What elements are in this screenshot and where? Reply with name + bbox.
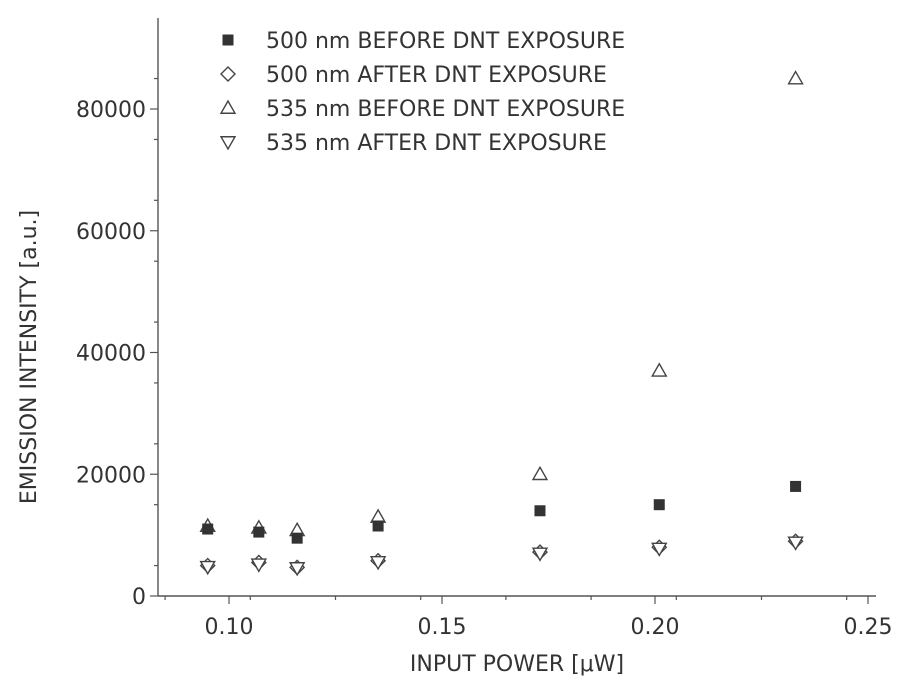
data-point [534,505,546,517]
legend-marker [222,34,234,46]
data-point [202,523,214,535]
data-point [531,465,549,481]
legend-label: 535 nm AFTER DNT EXPOSURE [266,131,607,156]
y-tick-label: 60000 [76,220,146,245]
data-point [369,555,387,571]
legend-label: 535 nm BEFORE DNT EXPOSURE [266,97,625,122]
data-point [199,560,216,576]
x-tick-label: 0.10 [205,615,254,640]
x-tick-label: 0.20 [631,615,680,640]
data-point [250,558,268,573]
y-tick-label: 0 [132,585,146,610]
data-point [291,532,303,544]
legend-label: 500 nm BEFORE DNT EXPOSURE [266,29,625,54]
legend-marker [219,136,237,151]
axes [157,18,876,597]
x-axis-title: INPUT POWER [μW] [410,652,624,677]
legend: 500 nm BEFORE DNT EXPOSURE 500 nm AFTER D… [219,29,625,156]
legend-marker [220,66,236,82]
data-points [199,70,804,577]
y-axis-title: EMISSION INTENSITY [a.u.] [17,210,42,504]
data-point [790,480,802,492]
data-point [369,508,387,523]
legend-label: 500 nm AFTER DNT EXPOSURE [266,63,607,88]
data-point [253,526,265,538]
data-point [651,542,668,557]
x-tick-label: 0.25 [844,615,893,640]
y-tick-label: 40000 [76,342,146,367]
data-point [787,536,804,551]
x-ticks: 0.10 0.15 0.20 0.25 [164,596,893,640]
data-point [787,70,804,85]
data-point [651,362,668,377]
y-tick-label: 80000 [76,98,146,123]
y-ticks: 0 20000 40000 60000 80000 [76,77,158,610]
legend-marker [219,99,237,114]
data-point [288,562,306,577]
data-point [531,547,549,562]
data-point [372,520,384,532]
data-point [653,499,665,511]
y-tick-label: 20000 [76,463,146,488]
x-tick-label: 0.15 [418,615,467,640]
